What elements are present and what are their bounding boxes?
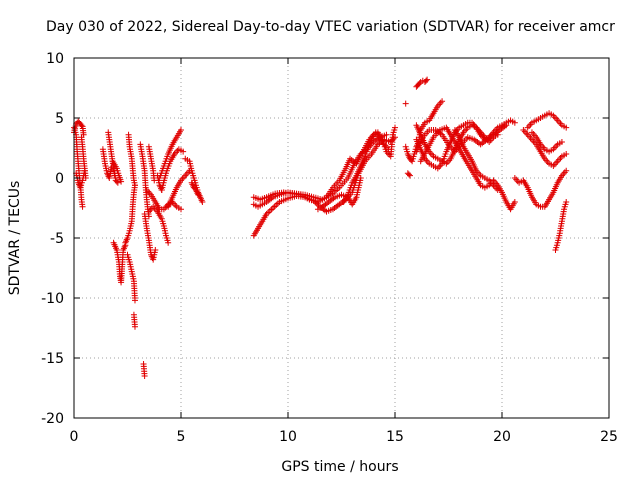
y-tick-label: 0 [55,171,64,187]
x-tick-label: 10 [279,429,297,445]
data-point [405,171,412,178]
x-axis-label: GPS time / hours [281,459,398,475]
data-point [424,76,431,83]
x-tick-label: 20 [493,429,511,445]
y-tick-label: 10 [46,51,64,67]
y-axis-label: SDTVAR / TECUs [7,181,23,296]
x-tick-label: 25 [600,429,618,445]
data-point [178,127,184,133]
data-point [199,199,206,205]
axis-ticks: 0 5 10 15 20 25 10 5 0 -5 -10 -15 -20 [41,51,618,445]
data-point [82,175,89,181]
data-point [511,199,518,205]
data-point [494,187,501,193]
x-tick-label: 5 [177,429,186,445]
data-point [406,172,413,179]
data-point [383,131,390,138]
data-points [71,76,570,379]
data-point [195,191,202,198]
data-point [178,206,184,213]
data-point [439,98,446,105]
data-point [130,311,137,318]
data-point [357,175,364,181]
data-point [180,148,187,155]
data-point [511,119,518,126]
data-point [402,100,409,107]
data-point [558,139,565,145]
data-point [165,239,172,246]
data-point [392,124,398,131]
data-point [118,178,125,185]
data-point [131,182,138,189]
x-tick-label: 15 [386,429,404,445]
data-point [563,167,570,174]
data-point [79,203,86,210]
data-point [152,247,159,253]
y-tick-label: -10 [41,291,64,307]
x-tick-label: 0 [70,429,79,445]
data-point [503,122,510,129]
y-tick-label: -5 [50,231,64,247]
y-tick-label: 5 [55,111,64,127]
data-point [131,297,138,304]
y-tick-label: -15 [41,351,64,367]
data-point [563,199,570,205]
data-point [114,179,121,186]
chart-title: Day 030 of 2022, Sidereal Day-to-day VTE… [46,19,615,35]
data-point [416,80,423,87]
grid-lines [74,58,609,418]
data-point [78,122,85,129]
y-tick-label: -20 [41,411,64,427]
data-point [141,373,148,379]
data-point [563,124,570,131]
data-point [563,151,570,157]
data-point [423,77,430,84]
